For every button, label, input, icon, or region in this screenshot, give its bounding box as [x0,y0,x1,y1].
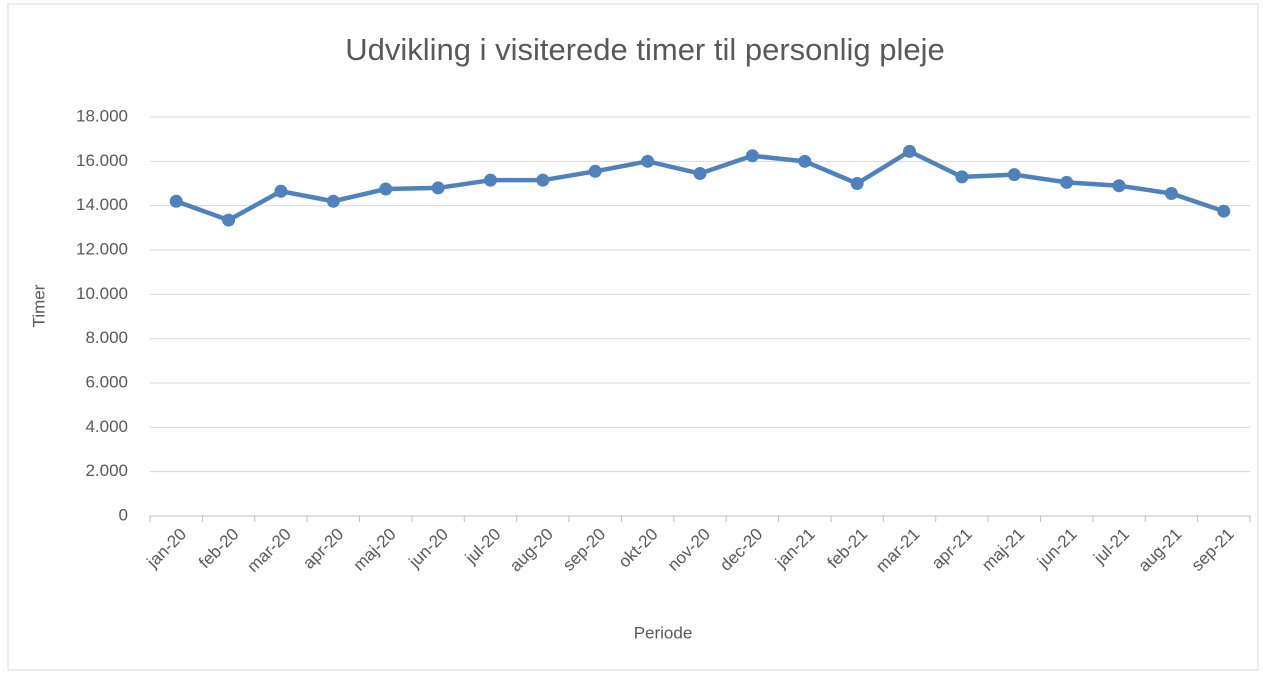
y-tick-label: 4.000 [85,417,128,436]
y-tick-label: 12.000 [76,239,128,258]
data-point [1164,186,1178,200]
data-point [431,181,445,195]
data-point [1007,168,1021,182]
y-tick-label: 0 [119,505,128,524]
data-point [274,184,288,198]
y-tick-label: 18.000 [76,106,128,125]
data-point [798,154,812,168]
y-axis-label: Timer [29,284,48,327]
data-point [745,149,759,163]
data-point [588,164,602,178]
y-tick-label: 8.000 [85,328,128,347]
data-point [483,173,497,187]
chart-title: Udvikling i visiterede timer til personl… [345,32,945,67]
y-tick-label: 10.000 [76,284,128,303]
data-point [326,194,340,208]
x-axis-label: Periode [634,623,693,642]
data-point [1217,204,1231,218]
data-point [903,144,917,158]
data-point [536,173,550,187]
data-point [1112,179,1126,193]
y-tick-label: 16.000 [76,151,128,170]
chart-border [7,3,1259,671]
y-tick-label: 14.000 [76,195,128,214]
y-tick-label: 2.000 [85,461,128,480]
data-point [222,213,236,227]
data-point [379,182,393,196]
data-point [693,167,707,181]
data-point [169,194,183,208]
data-point [955,170,969,184]
data-point [1060,175,1074,189]
data-point [641,154,655,168]
y-tick-label: 6.000 [85,372,128,391]
data-point [850,177,864,190]
